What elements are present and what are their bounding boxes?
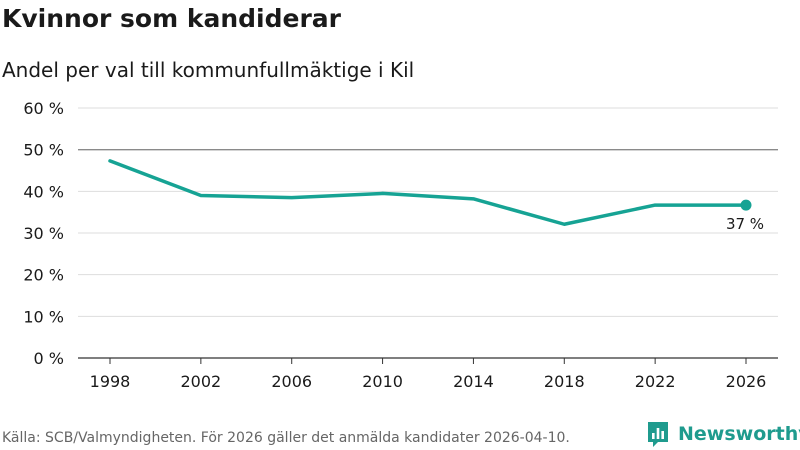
x-tick-label: 2010: [362, 372, 403, 391]
y-tick-label: 50 %: [23, 141, 64, 160]
end-value-label: 37 %: [726, 215, 764, 233]
y-tick-label: 0 %: [34, 349, 64, 368]
brand-name: Newsworthy: [678, 423, 800, 445]
x-tick-label: 2026: [726, 372, 767, 391]
x-tick-label: 2018: [544, 372, 585, 391]
source-note: Källa: SCB/Valmyndigheten. För 2026 gäll…: [2, 430, 570, 446]
line-chart: 0 % 10 % 20 % 30 % 40 % 50 % 60 % 1998 2002 2006 2…: [23, 99, 778, 391]
y-tick-label: 20 %: [23, 266, 64, 285]
x-tick-label: 2002: [180, 372, 221, 391]
chart-title: Kvinnor som kandiderar: [2, 4, 341, 33]
newsworthy-logo-icon: [648, 422, 668, 447]
y-tick-label: 10 %: [23, 307, 64, 326]
x-tick-label: 2022: [635, 372, 676, 391]
x-tick-label: 2014: [453, 372, 494, 391]
y-tick-label: 40 %: [23, 182, 64, 201]
y-tick-label: 60 %: [23, 99, 64, 118]
x-tick-label: 1998: [90, 372, 131, 391]
series-line: [108, 159, 748, 226]
end-point-marker: [740, 199, 752, 211]
chart-subtitle: Andel per val till kommunfullmäktige i K…: [2, 58, 415, 82]
brand-logo: Newsworthy: [646, 420, 800, 448]
x-tick-label: 2006: [271, 372, 312, 391]
y-tick-label: 30 %: [23, 224, 64, 243]
